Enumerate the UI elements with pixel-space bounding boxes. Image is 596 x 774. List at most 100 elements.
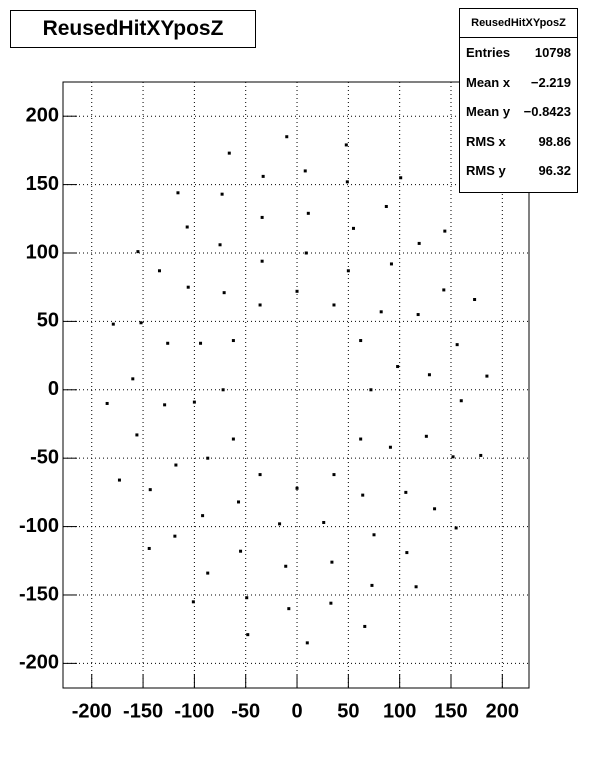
point: [192, 400, 196, 404]
point: [451, 455, 455, 459]
point: [206, 456, 210, 460]
stats-value: −2.219: [530, 74, 571, 90]
y-tick-label: 0: [48, 378, 59, 400]
point: [231, 339, 235, 343]
point: [329, 601, 333, 605]
stats-row: RMS y 96.32: [460, 156, 577, 186]
y-tick-label: 50: [37, 310, 59, 332]
point: [295, 289, 299, 293]
point: [139, 321, 143, 325]
point: [176, 191, 180, 195]
point: [332, 473, 336, 477]
point: [163, 403, 167, 407]
stats-label: RMS x: [466, 133, 506, 149]
x-tick-label: 0: [291, 700, 302, 722]
point: [359, 339, 363, 343]
point: [485, 374, 489, 378]
point: [239, 549, 243, 553]
point: [135, 433, 139, 437]
point: [231, 437, 235, 441]
stats-label: RMS y: [466, 163, 506, 178]
x-tick-label: -100: [174, 700, 214, 722]
point: [433, 507, 437, 511]
point: [443, 229, 447, 233]
point: [442, 288, 446, 292]
point: [372, 533, 376, 537]
point: [246, 633, 250, 637]
y-tick-label: 100: [26, 241, 59, 263]
y-tick-label: -150: [19, 583, 59, 605]
point: [260, 215, 264, 219]
stats-row: Entries 10798: [460, 38, 577, 68]
x-tick-label: 100: [383, 700, 416, 722]
point: [220, 192, 224, 196]
stats-title: ReusedHitXYposZ: [460, 9, 577, 38]
point: [136, 250, 140, 254]
stats-value: 10798: [534, 45, 571, 60]
point: [404, 490, 408, 494]
point: [344, 143, 348, 147]
point: [322, 520, 326, 524]
point: [389, 262, 393, 266]
x-tick-label: -200: [72, 700, 112, 722]
point: [131, 377, 135, 381]
x-tick-label: 150: [434, 700, 467, 722]
x-tick-label: 200: [486, 700, 519, 722]
point: [361, 493, 365, 497]
point: [148, 488, 152, 492]
point: [173, 534, 177, 538]
stats-row: RMS x 98.86: [460, 127, 577, 157]
point: [295, 486, 299, 490]
stats-row: Mean y −0.8423: [460, 97, 577, 127]
point: [379, 310, 383, 314]
point: [351, 226, 355, 230]
point: [369, 388, 373, 392]
point: [105, 401, 109, 405]
point: [227, 151, 231, 155]
point: [147, 546, 151, 550]
point: [459, 399, 463, 403]
point: [305, 641, 309, 645]
point: [417, 241, 421, 245]
point: [199, 341, 203, 345]
point: [206, 571, 210, 575]
point: [346, 269, 350, 273]
point: [287, 607, 291, 611]
point: [221, 388, 225, 392]
y-tick-label: -100: [19, 515, 59, 537]
x-tick-label: -150: [123, 700, 163, 722]
point: [278, 522, 282, 526]
point: [384, 204, 388, 208]
stats-label: Mean x: [466, 74, 511, 90]
stats-value: 96.32: [538, 163, 571, 178]
point: [261, 174, 265, 178]
point: [303, 169, 307, 173]
x-tick-label: 50: [337, 700, 359, 722]
point: [306, 211, 310, 215]
point: [218, 243, 222, 247]
point: [424, 434, 428, 438]
point: [479, 453, 483, 457]
point: [258, 473, 262, 477]
point: [345, 180, 349, 184]
point: [191, 600, 195, 604]
point: [117, 478, 121, 482]
stats-value: −0.8423: [523, 104, 571, 119]
point: [111, 322, 115, 326]
point: [201, 514, 205, 518]
point: [332, 303, 336, 307]
point: [396, 365, 400, 369]
point: [304, 251, 308, 255]
point: [363, 624, 367, 628]
point: [473, 298, 477, 302]
point: [157, 269, 161, 273]
point: [330, 560, 334, 564]
plot-frame: [62, 81, 530, 689]
x-tick-label: -50: [231, 700, 260, 722]
point: [222, 291, 226, 295]
point: [174, 463, 178, 467]
stats-box: ReusedHitXYposZ Entries 10798 Mean x −2.219…: [459, 8, 578, 193]
point: [285, 135, 289, 139]
